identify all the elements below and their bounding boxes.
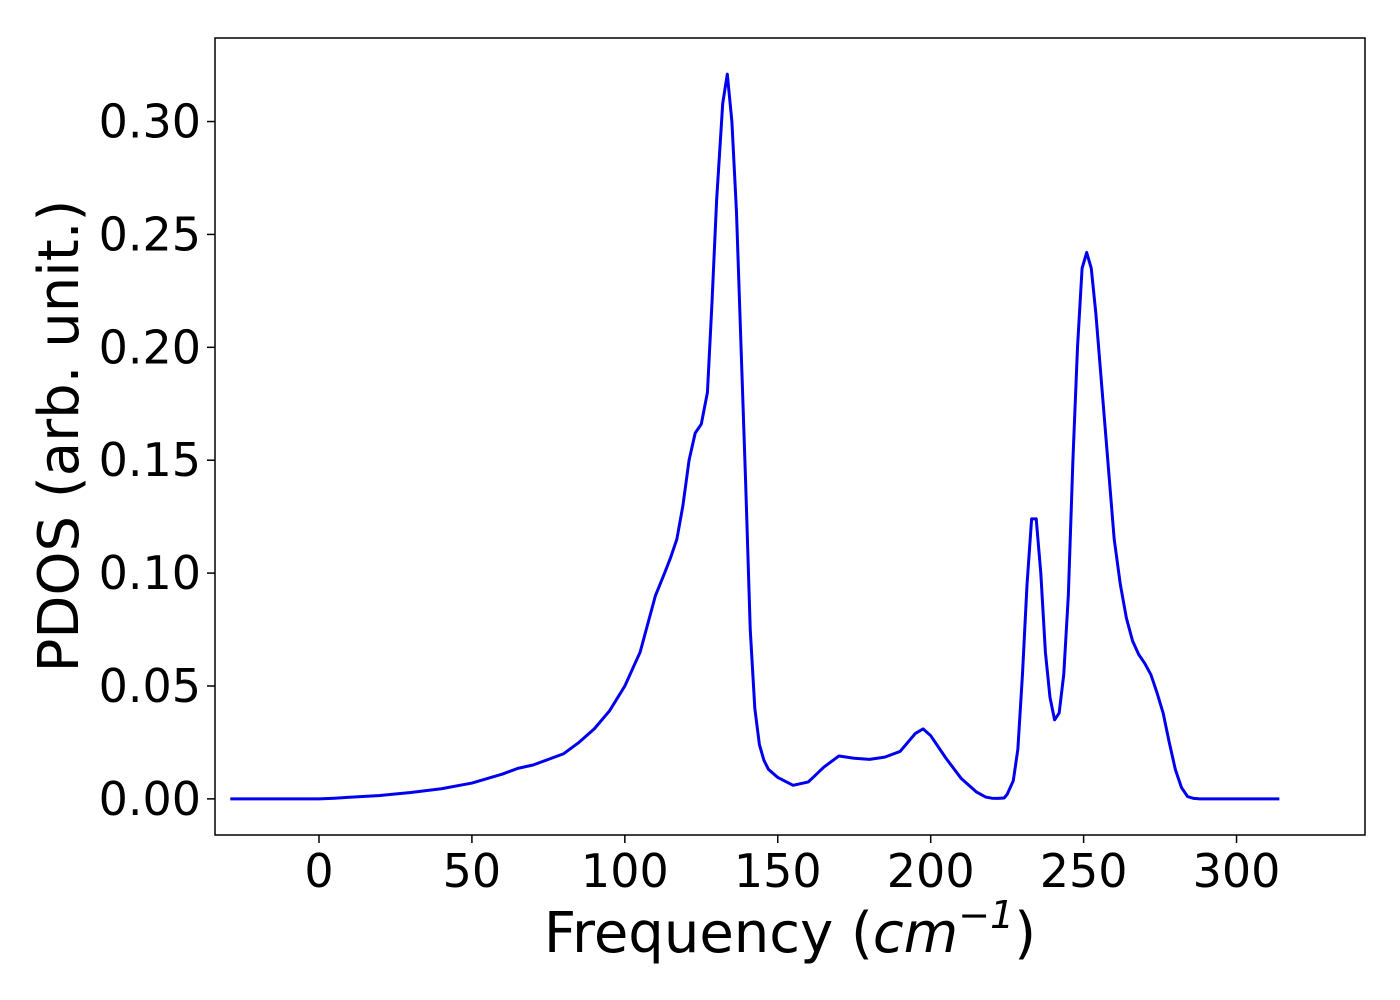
y-axis-ticks: 0.00 0.05 0.10 0.15 0.20 0.25 0.30 [99, 95, 215, 826]
x-tick-label: 300 [1193, 844, 1281, 898]
x-axis-label-text: Frequency ( [544, 901, 873, 966]
y-axis-label: PDOS (arb. unit.) [27, 200, 92, 673]
x-axis-label-exponent: −1 [958, 893, 1014, 937]
pdos-line [230, 72, 1280, 801]
plot-frame [214, 37, 1366, 836]
x-tick-label: 250 [1040, 844, 1128, 898]
x-tick-label: 50 [443, 844, 502, 898]
y-tick-label: 0.10 [99, 546, 201, 600]
x-tick-label: 150 [734, 844, 822, 898]
y-tick-label: 0.20 [99, 320, 201, 374]
x-axis-ticks: 0 50 100 150 200 250 300 [304, 835, 1280, 898]
y-tick-label: 0.05 [99, 659, 201, 713]
y-tick-label: 0.30 [99, 95, 201, 149]
x-axis-label-unit: cm [873, 901, 958, 966]
y-tick-label: 0.15 [99, 433, 201, 487]
x-axis-label: Frequency (cm−1) [544, 893, 1036, 966]
x-axis-label-close: ) [1014, 901, 1036, 966]
x-tick-label: 100 [581, 844, 669, 898]
x-tick-label: 200 [887, 844, 975, 898]
y-tick-label: 0.25 [99, 207, 201, 261]
x-tick-label: 0 [304, 844, 333, 898]
y-tick-label: 0.00 [99, 772, 201, 826]
